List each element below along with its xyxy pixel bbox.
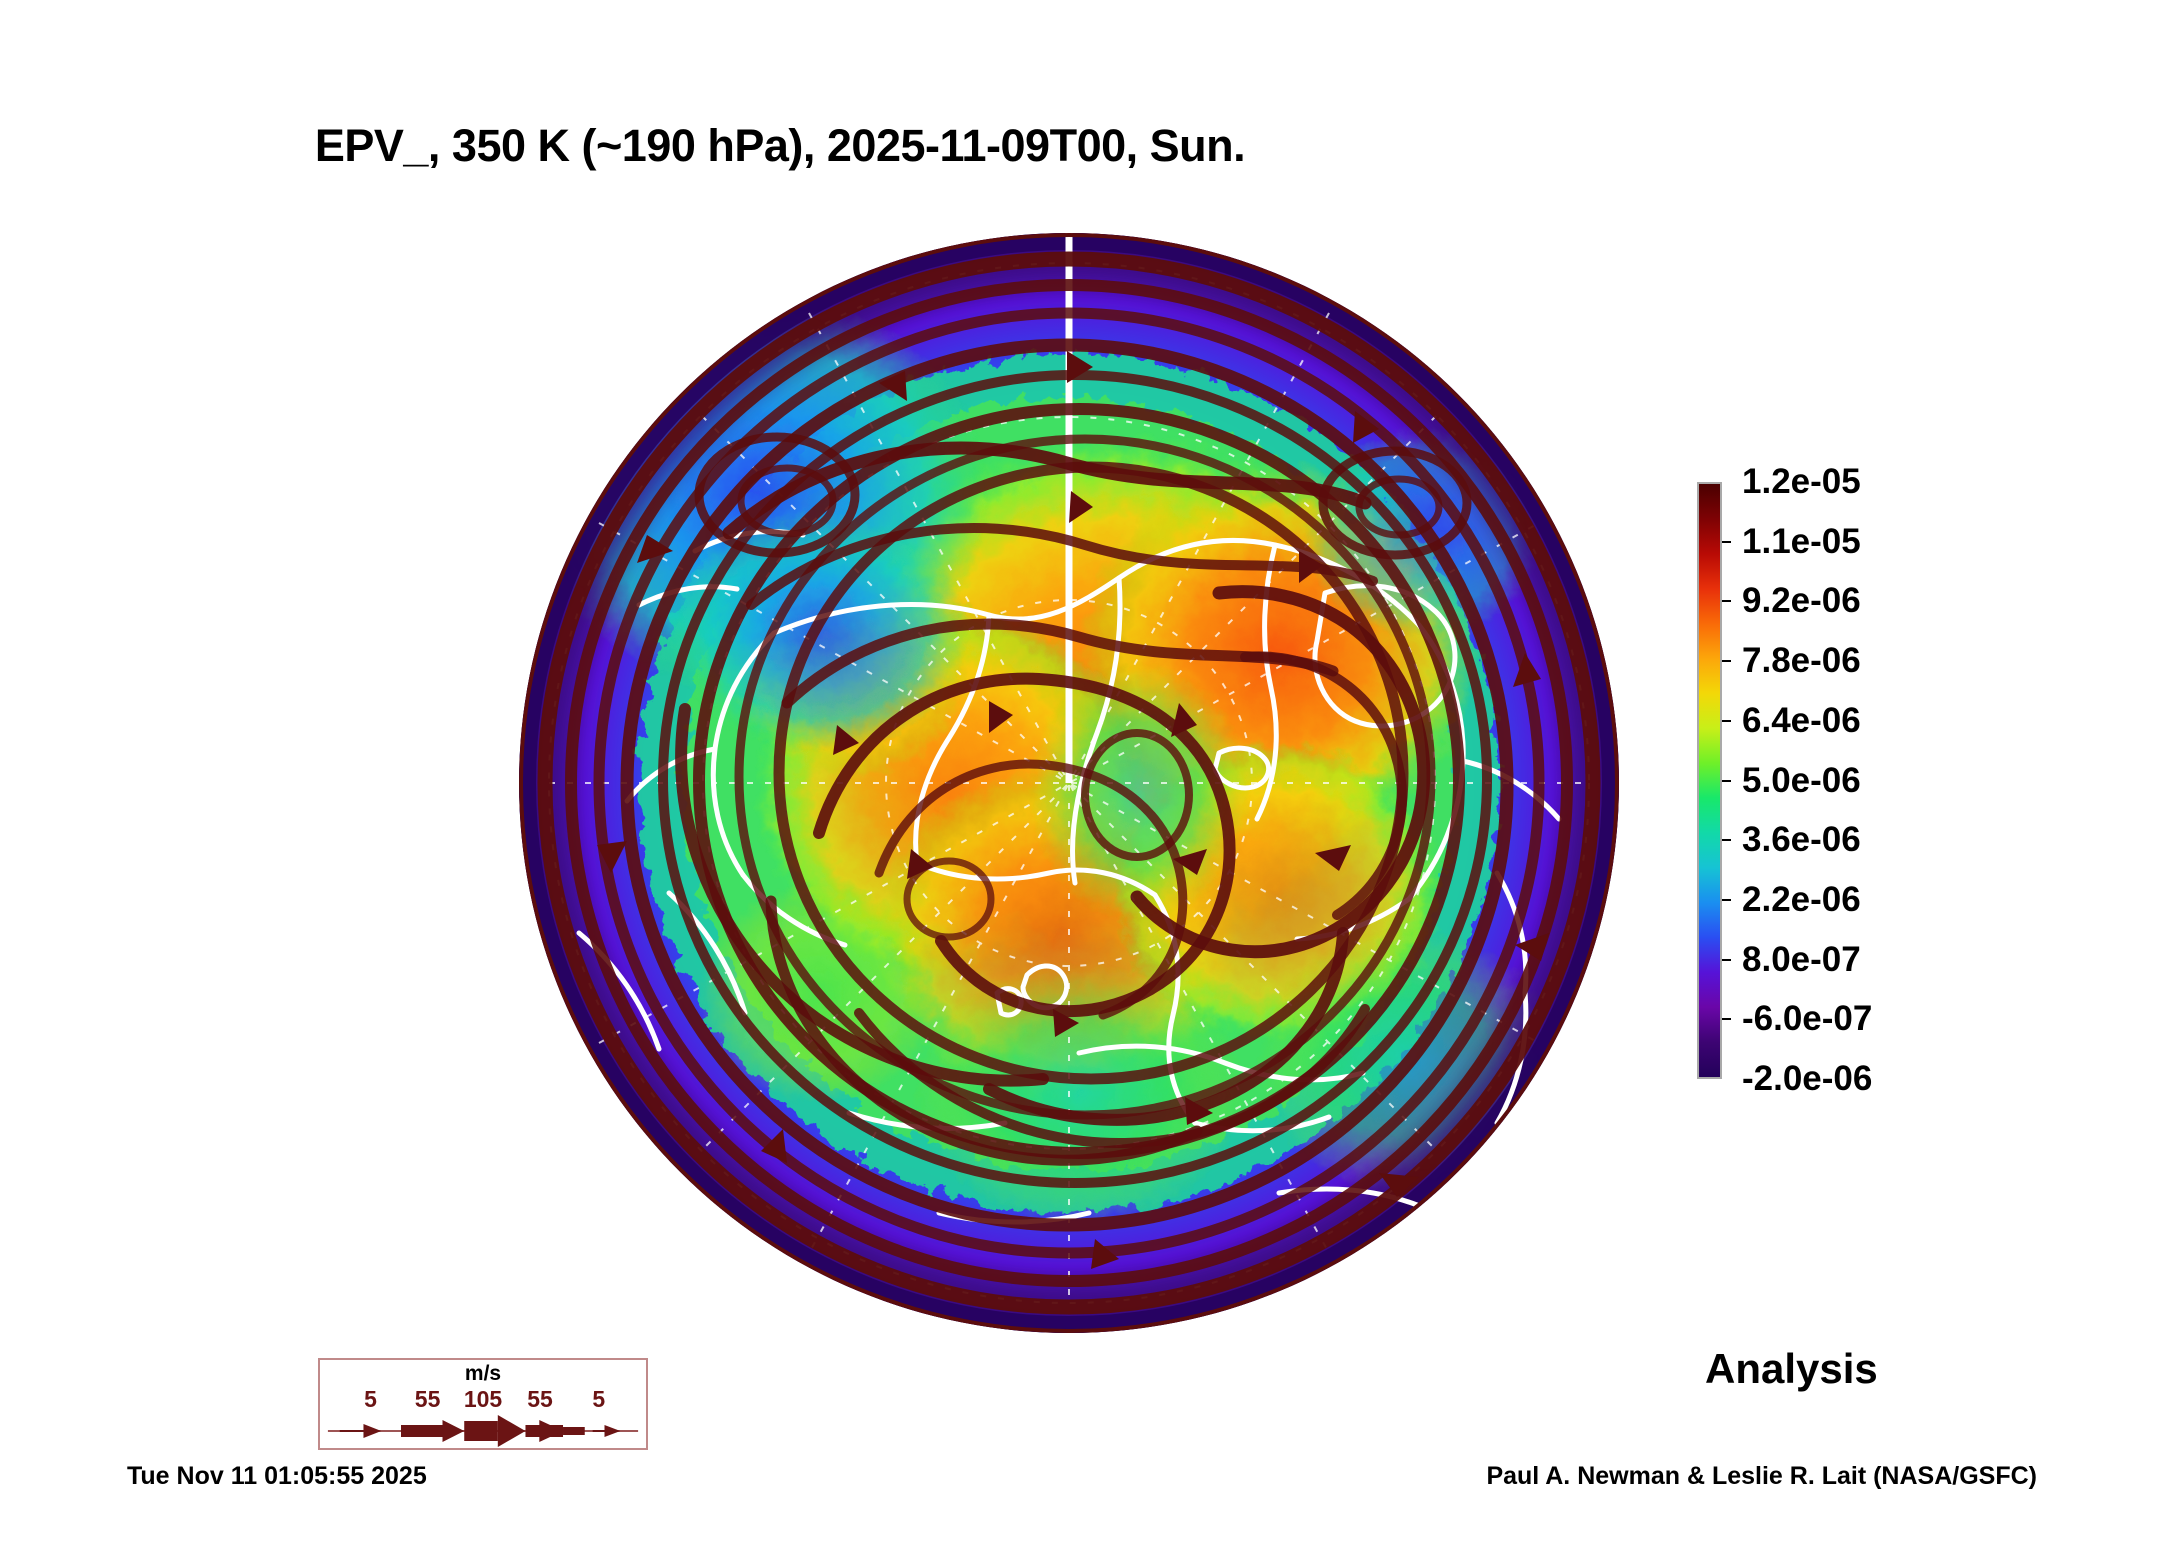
- disk-outline: [519, 233, 1619, 1333]
- wind-tick-label-3: 105: [463, 1386, 503, 1412]
- colorbar-tick-label: 3.6e-06: [1742, 820, 1861, 860]
- colorbar-tick: [1722, 600, 1731, 603]
- colorbar-tick-label: 5.0e-06: [1742, 760, 1861, 800]
- wind-streamlines: [537, 251, 1601, 1315]
- wind-tick-label-4: 55: [527, 1386, 553, 1412]
- author-credit: Paul A. Newman & Leslie R. Lait (NASA/GS…: [1486, 1462, 2037, 1490]
- wind-tick-label-5: 5: [592, 1386, 606, 1412]
- colorbar-tick: [1722, 719, 1731, 722]
- map-render: [519, 233, 1619, 1333]
- colorbar-tick: [1722, 898, 1731, 901]
- colorbar-tick-label: -2.0e-06: [1742, 1059, 1873, 1098]
- wind-arrow-scale-icon: [327, 1415, 639, 1447]
- colorbar-tick: [1722, 540, 1731, 543]
- colorbar-tick: [1722, 660, 1731, 663]
- map-disk[interactable]: [519, 233, 1619, 1333]
- generation-timestamp: Tue Nov 11 01:05:55 2025: [127, 1462, 427, 1490]
- colorbar-tick-label: 1.1e-05: [1742, 521, 1861, 561]
- colorbar-tick: [1722, 839, 1731, 842]
- colorbar-tick: [1722, 779, 1731, 782]
- page-title: EPV_, 350 K (~190 hPa), 2025-11-09T00, S…: [314, 120, 1246, 171]
- polar-map-panel[interactable]: [519, 233, 1619, 1333]
- colorbar-gradient: [1697, 482, 1722, 1079]
- streamline-arrowheads: [597, 351, 1549, 1269]
- colorbar-tick-label: -6.0e-07: [1742, 999, 1873, 1039]
- colorbar-tick-label: 6.4e-06: [1742, 700, 1861, 740]
- colorbar-tick-label: 8.0e-07: [1742, 939, 1861, 979]
- colorbar-labels: 1.2e-05 1.1e-05 9.2e-06 7.8e-06 6.4e-06 5.0e-…: [1742, 460, 1972, 1101]
- colorbar-tick: [1722, 958, 1731, 961]
- wind-tick-label-1: 5: [364, 1386, 377, 1412]
- wind-legend-unit-label: m/s: [464, 1362, 502, 1385]
- colorbar-tick: [1722, 1018, 1731, 1021]
- wind-speed-legend[interactable]: m/s 5 55 105 55 5: [318, 1358, 648, 1450]
- colorbar-ticks: [1722, 482, 1732, 1079]
- colorbar-tick-label: 7.8e-06: [1742, 641, 1861, 681]
- wind-tick-label-2: 55: [414, 1386, 441, 1412]
- colorbar-tick-label: 1.2e-05: [1742, 462, 1861, 501]
- analysis-label: Analysis: [1705, 1345, 1878, 1392]
- colorbar-tick-label: 9.2e-06: [1742, 581, 1861, 621]
- colorbar-tick-label: 2.2e-06: [1742, 879, 1861, 919]
